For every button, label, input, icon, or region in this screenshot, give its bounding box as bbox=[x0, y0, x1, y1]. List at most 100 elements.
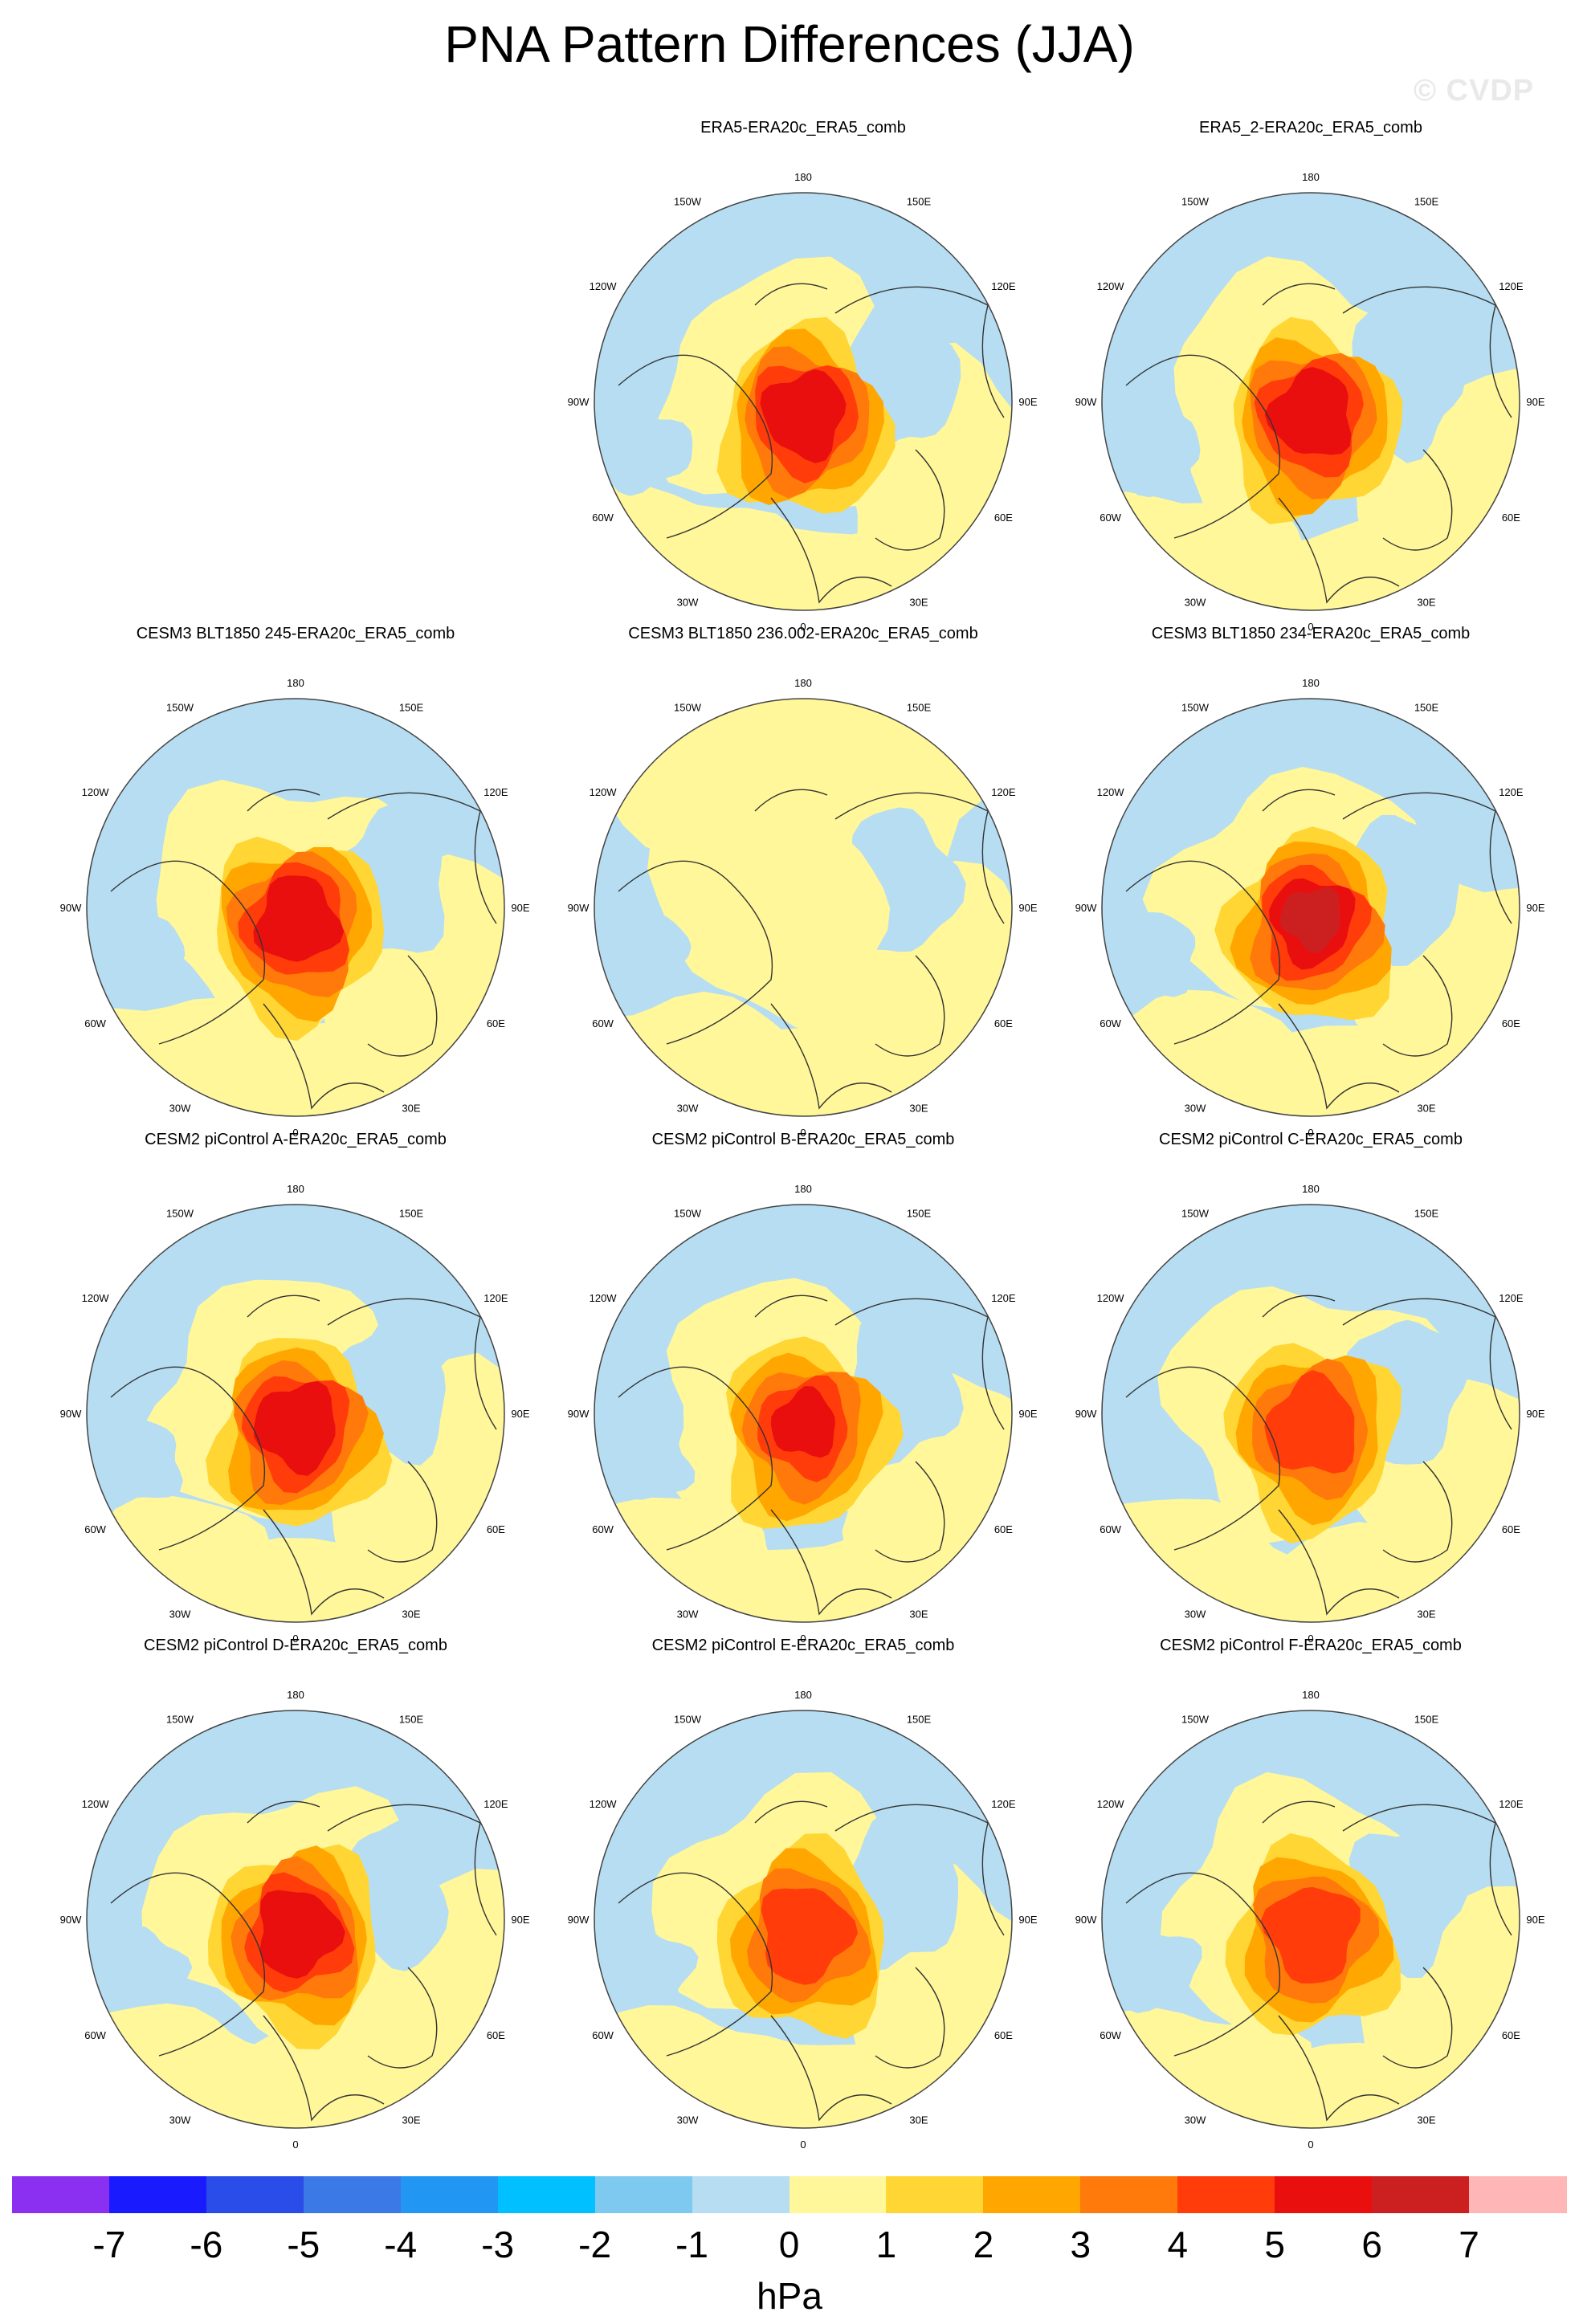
longitude-label: 30W bbox=[169, 2114, 191, 2126]
longitude-label: 90E bbox=[1018, 1914, 1037, 1926]
longitude-label: 60W bbox=[84, 1017, 106, 1029]
panel-title: CESM3 BLT1850 245-ERA20c_ERA5_comb bbox=[136, 625, 455, 642]
longitude-label: 150E bbox=[1414, 196, 1439, 208]
colorbar-swatch bbox=[497, 2176, 596, 2213]
coastline bbox=[1278, 497, 1400, 604]
longitude-label: 60E bbox=[1502, 1523, 1520, 1535]
longitude-label: 90E bbox=[1526, 1408, 1544, 1420]
coastline bbox=[1125, 1366, 1281, 1551]
longitude-label: 0 bbox=[1308, 1127, 1313, 1139]
longitude-label: 60E bbox=[994, 1017, 1013, 1029]
coastline bbox=[754, 283, 828, 306]
contour-region-0-1 bbox=[194, 2032, 504, 2128]
longitude-label: 120W bbox=[1097, 1798, 1125, 1810]
longitude-label: 30W bbox=[1185, 2114, 1206, 2126]
contour-region-neg1-0 bbox=[594, 1926, 699, 2010]
panel-title: ERA5_2-ERA20c_ERA5_comb bbox=[1199, 119, 1422, 137]
coastline bbox=[770, 497, 892, 604]
panel-cesm3_236: CESM3 BLT1850 236.002-ERA20c_ERA5_comb 18… bbox=[562, 625, 1044, 1155]
longitude-label: 120E bbox=[991, 786, 1016, 798]
colorbar-tick-label: -5 bbox=[287, 2224, 320, 2265]
longitude-label: 0 bbox=[800, 1127, 806, 1139]
coastline bbox=[263, 2015, 385, 2122]
longitude-label: 120W bbox=[1097, 1292, 1125, 1304]
panel-title: CESM3 BLT1850 234-ERA20c_ERA5_comb bbox=[1151, 625, 1471, 642]
longitude-label: 180 bbox=[794, 171, 812, 183]
contour-region-neg1-0 bbox=[594, 913, 692, 1001]
polar-map: 180 150E 120E 90E 60E 30E 0 30W 60W 90W 120W 150W bbox=[568, 677, 1038, 1139]
longitude-label: 60W bbox=[592, 512, 614, 524]
panel-era5_2: ERA5_2-ERA20c_ERA5_comb 180 150E 120E 90E 60E… bbox=[1070, 119, 1552, 649]
contour-region-positive bbox=[1279, 887, 1340, 954]
colorbar-swatch bbox=[692, 2176, 790, 2213]
panel-cesm2_b: CESM2 piControl B-ERA20c_ERA5_comb 180 150… bbox=[562, 1131, 1044, 1661]
panel-cesm3_245: CESM3 BLT1850 245-ERA20c_ERA5_comb 180 150… bbox=[55, 625, 537, 1155]
longitude-label: 150W bbox=[166, 1714, 194, 1726]
longitude-label: 0 bbox=[292, 1127, 298, 1139]
longitude-label: 60E bbox=[487, 2029, 505, 2041]
coastline bbox=[770, 1003, 892, 1110]
contour-region-positive bbox=[269, 886, 333, 948]
colorbar-tick-label: 2 bbox=[973, 2224, 994, 2265]
colorbar-tick-label: -7 bbox=[92, 2224, 126, 2265]
colorbar-swatch bbox=[1469, 2176, 1567, 2213]
panel-title: ERA5-ERA20c_ERA5_comb bbox=[700, 119, 906, 137]
panel-title: CESM2 piControl D-ERA20c_ERA5_comb bbox=[144, 1637, 447, 1654]
colorbar-swatch bbox=[594, 2176, 693, 2213]
colorbar-swatch bbox=[886, 2176, 984, 2213]
coastline bbox=[618, 354, 773, 539]
contour-region-neg1-0 bbox=[1102, 1927, 1202, 2013]
longitude-label: 60W bbox=[1100, 2029, 1121, 2041]
longitude-label: 30W bbox=[1185, 1102, 1206, 1114]
colorbar-swatch bbox=[1372, 2176, 1470, 2213]
contour-region-positive bbox=[1274, 1898, 1342, 1966]
longitude-label: 150E bbox=[399, 1714, 424, 1726]
page-title: PNA Pattern Differences (JJA) bbox=[444, 15, 1135, 73]
longitude-label: 60E bbox=[994, 512, 1013, 524]
colorbar-tick-label: 4 bbox=[1167, 2224, 1189, 2265]
longitude-label: 60W bbox=[84, 1523, 106, 1535]
polar-map: 180 150E 120E 90E 60E 30E 0 30W 60W 90W 120W 150W bbox=[1075, 1183, 1545, 1645]
longitude-label: 60W bbox=[592, 2029, 614, 2041]
longitude-label: 60E bbox=[487, 1017, 505, 1029]
longitude-label: 60E bbox=[994, 2029, 1013, 2041]
coastline bbox=[1262, 789, 1336, 812]
longitude-label: 30E bbox=[909, 1608, 928, 1620]
longitude-label: 30W bbox=[677, 1102, 699, 1114]
map-border bbox=[1101, 1710, 1520, 2129]
longitude-label: 120W bbox=[590, 1292, 618, 1304]
longitude-label: 30E bbox=[402, 1102, 420, 1114]
coastline bbox=[618, 860, 773, 1045]
contour-region-neg1-0 bbox=[1104, 410, 1201, 498]
contour-region-positive bbox=[265, 1900, 332, 1962]
contour-region-neg1-0 bbox=[1102, 911, 1196, 997]
longitude-label: 30E bbox=[909, 2114, 928, 2126]
contour-region-neg1-0 bbox=[1102, 1420, 1206, 1501]
longitude-label: 90E bbox=[511, 902, 529, 914]
coastline bbox=[754, 1295, 828, 1318]
longitude-label: 0 bbox=[1308, 1633, 1313, 1645]
map-border bbox=[86, 1710, 505, 2129]
colorbar-swatch bbox=[400, 2176, 499, 2213]
longitude-label: 30W bbox=[169, 1608, 191, 1620]
longitude-label: 60W bbox=[592, 1523, 614, 1535]
coastline bbox=[770, 2015, 892, 2122]
longitude-label: 90E bbox=[1018, 902, 1037, 914]
longitude-label: 180 bbox=[287, 1689, 304, 1701]
longitude-label: 30E bbox=[909, 596, 928, 608]
panel-title: CESM2 piControl A-ERA20c_ERA5_comb bbox=[145, 1131, 447, 1148]
contour-region-0-1 bbox=[1193, 2042, 1513, 2128]
contour-region-positive bbox=[770, 1386, 835, 1458]
coastline bbox=[875, 1461, 945, 1563]
coastline bbox=[247, 1295, 320, 1318]
coastline bbox=[263, 1003, 385, 1110]
longitude-label: 30W bbox=[1185, 596, 1206, 608]
panel-title: CESM2 piControl E-ERA20c_ERA5_comb bbox=[651, 1637, 955, 1654]
longitude-label: 60E bbox=[994, 1523, 1013, 1535]
longitude-label: 120E bbox=[1499, 1798, 1524, 1810]
longitude-label: 0 bbox=[292, 1633, 298, 1645]
longitude-label: 120E bbox=[991, 1798, 1016, 1810]
longitude-label: 150W bbox=[674, 196, 702, 208]
coastline bbox=[1125, 1872, 1281, 2057]
contour-region-neg1-0 bbox=[87, 1417, 183, 1499]
